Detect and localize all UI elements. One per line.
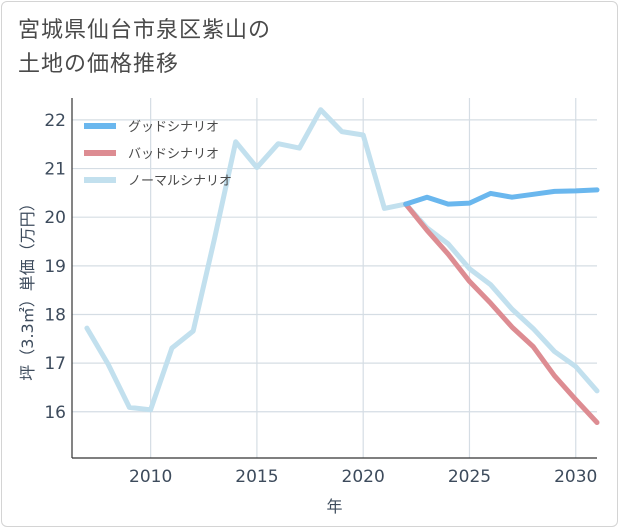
chart-title-line-1: 宮城県仙台市泉区紫山の [18, 18, 272, 43]
series-line-2 [84, 107, 600, 413]
y-tick-label: 22 [44, 111, 66, 131]
legend-label: グッドシナリオ [128, 120, 219, 135]
y-tick-label: 19 [44, 257, 66, 277]
y-axis-label: 坪（3.3㎡）単価（万円） [18, 195, 37, 380]
x-tick-label: 2030 [554, 467, 597, 487]
axes: 2010 2015 2020 2025 2030 16 17 18 19 20 21 22 [44, 98, 597, 487]
x-tick-label: 2020 [342, 467, 385, 487]
chart-title-line-2: 土地の価格推移 [18, 52, 180, 77]
series-line-0 [403, 187, 600, 207]
x-tick-label: 2010 [129, 467, 172, 487]
x-tick-label: 2025 [448, 467, 491, 487]
y-tick-label: 16 [44, 403, 66, 423]
series-line-1 [403, 201, 600, 425]
y-tick-label: 17 [44, 354, 66, 374]
x-tick-label: 2015 [235, 467, 278, 487]
chart-title: 宮城県仙台市泉区紫山の 土地の価格推移 [18, 14, 418, 82]
y-tick-label: 20 [44, 208, 66, 228]
x-axis-label: 年 [326, 497, 342, 516]
series-lines [84, 107, 600, 425]
y-tick-label: 21 [44, 160, 66, 180]
y-tick-label: 18 [44, 305, 66, 325]
legend-label: バッドシナリオ [128, 147, 219, 162]
legend-label: ノーマルシナリオ [128, 174, 232, 189]
